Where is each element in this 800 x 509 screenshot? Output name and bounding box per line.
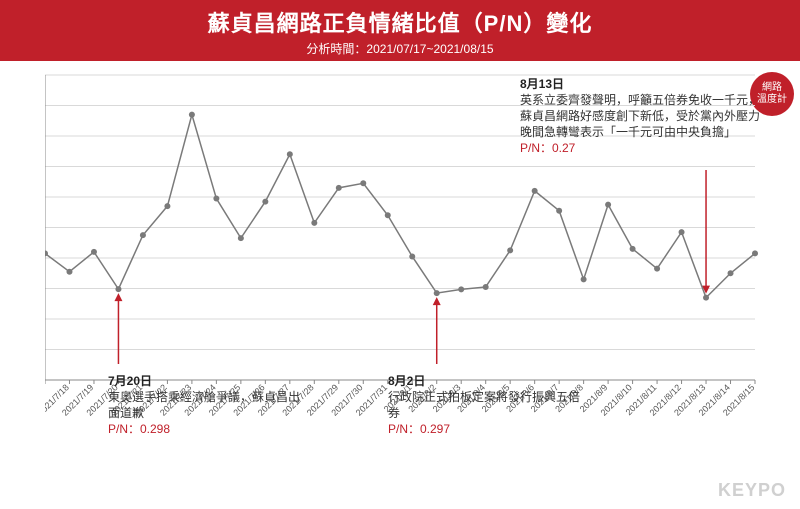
chart-title-bar: 蘇貞昌網路正負情緒比值（P/N）變化 分析時間：2021/07/17~2021/… <box>0 0 800 61</box>
annotation-7-20: 7月20日 東奧選手搭乘經濟艙爭議，蘇貞昌出面道歉 P/N：0.298 <box>108 373 308 437</box>
chart-title: 蘇貞昌網路正負情緒比值（P/N）變化 <box>0 6 800 38</box>
annotation-8-2: 8月2日 行政院正式拍板定案將發行振興五倍券 P/N：0.297 <box>388 373 588 437</box>
annotation-8-13: 8月13日 英系立委齊發聲明，呼籲五倍券免收一千元，蘇貞昌網路好感度創下新低，受… <box>520 76 760 156</box>
chart-subtitle: 分析時間：2021/07/17~2021/08/15 <box>0 40 800 57</box>
watermark: KEYPO <box>718 480 786 501</box>
